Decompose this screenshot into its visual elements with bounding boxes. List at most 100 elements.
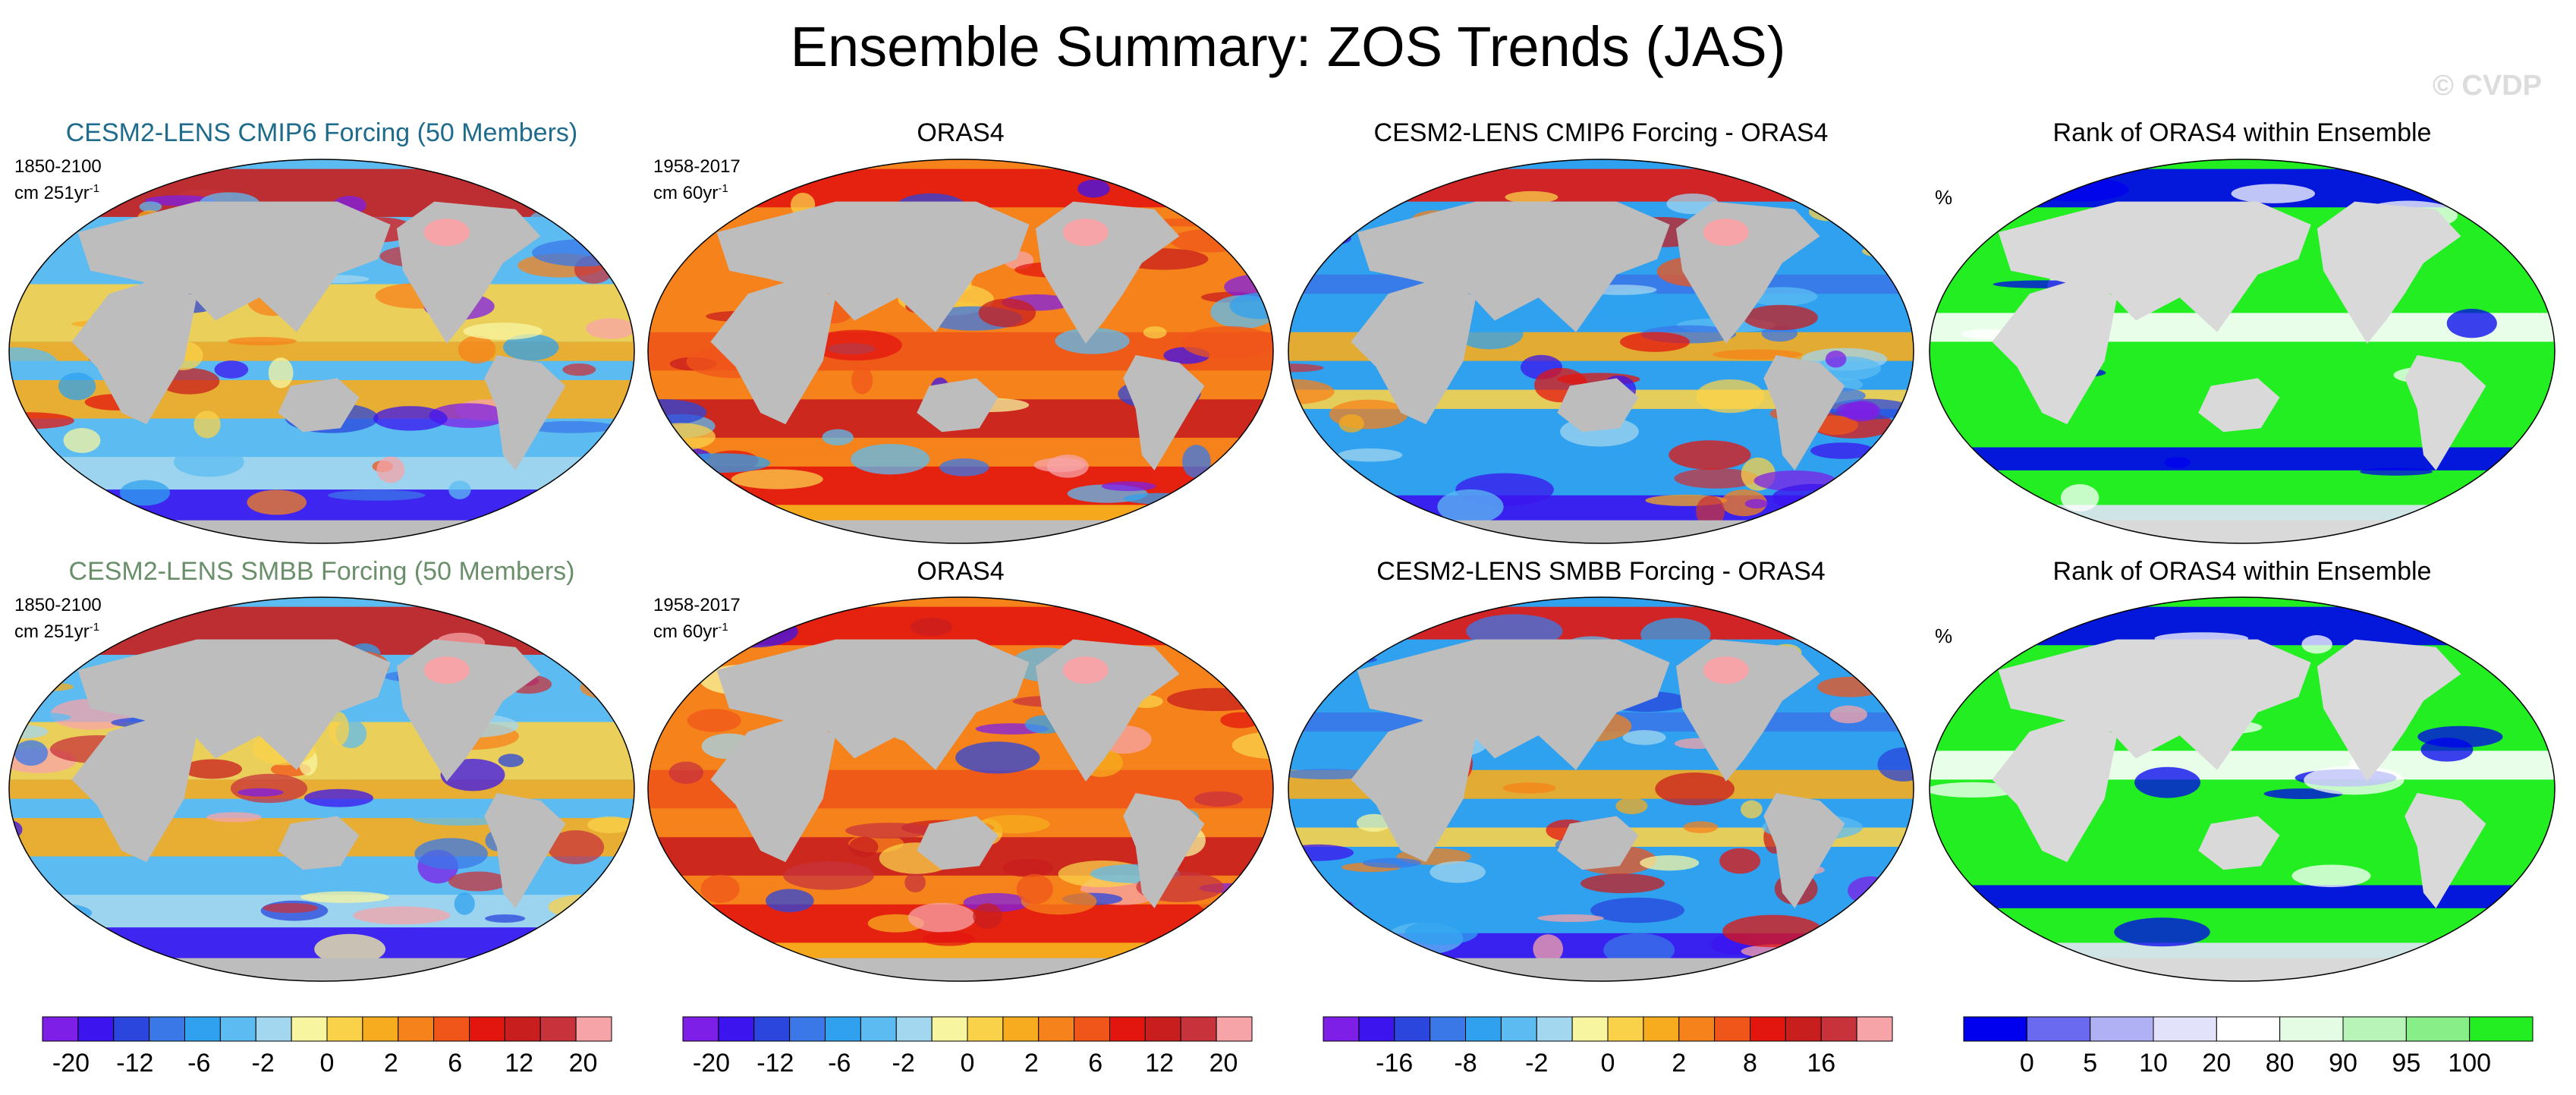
colorbar-tick-label: -2 — [252, 1049, 275, 1078]
figure-title: Ensemble Summary: ZOS Trends (JAS) — [790, 15, 1786, 78]
cvdp-watermark: © CVDP — [2432, 70, 2542, 102]
colorbar-tick-label: 6 — [1088, 1049, 1102, 1078]
panel-title: ORAS4 — [917, 118, 1005, 147]
panel-period-units: 1850-2100 cm 251yr-1 — [14, 594, 102, 643]
colorbar-tick-label: 2 — [1024, 1049, 1039, 1078]
colorbar-swatch — [1714, 1016, 1750, 1042]
colorbar-swatch — [1536, 1016, 1573, 1042]
colorbar-tick-label: 0 — [2020, 1049, 2034, 1078]
colorbar-tick-label: 20 — [569, 1049, 598, 1078]
panel-period-units: 1958-2017 cm 60yr-1 — [653, 594, 741, 643]
colorbar-3: -16 -8 -2 0 2 8 16 — [1323, 1016, 1893, 1078]
map-diff — [1288, 159, 1914, 544]
units-superscript: -1 — [718, 182, 728, 195]
panel-title: Rank of ORAS4 within Ensemble — [2052, 557, 2432, 586]
colorbar-swatch — [362, 1016, 399, 1042]
units-text: cm 251yr — [14, 183, 90, 203]
units-superscript: -1 — [89, 182, 100, 195]
colorbar-swatch — [753, 1016, 791, 1042]
colorbar-swatch — [575, 1016, 612, 1042]
colorbar-swatch — [1358, 1016, 1395, 1042]
colorbar-swatch — [219, 1016, 256, 1042]
colorbar-swatch — [2342, 1016, 2407, 1042]
units-text: cm 60yr — [653, 183, 719, 203]
colorbar-tick-label: -12 — [756, 1049, 794, 1078]
colorbar-tick-label: 5 — [2083, 1049, 2097, 1078]
colorbar-tick-label: 0 — [320, 1049, 335, 1078]
colorbar-tick-label: 8 — [1743, 1049, 1757, 1078]
colorbar-tick-label: -6 — [187, 1049, 210, 1078]
colorbar-swatch — [1074, 1016, 1110, 1042]
colorbar-4: 0 5 10 20 80 90 95 100 — [1963, 1016, 2534, 1078]
colorbar-swatch — [860, 1016, 897, 1042]
panel-title: CESM2-LENS CMIP6 Forcing - ORAS4 — [1373, 118, 1829, 147]
colorbar-swatch — [504, 1016, 541, 1042]
map-model — [8, 159, 635, 544]
colorbar-swatch — [1785, 1016, 1822, 1042]
map-rank — [1929, 596, 2556, 982]
colorbar-swatch — [1002, 1016, 1040, 1042]
colorbar-swatch — [2216, 1016, 2281, 1042]
colorbar-tick-label: -20 — [52, 1049, 90, 1078]
colorbar-tick-label: 0 — [1601, 1049, 1615, 1078]
colorbar-tick-label: 6 — [448, 1049, 462, 1078]
panel-period-units: 1958-2017 cm 60yr-1 — [653, 156, 741, 204]
colorbar-tick-label: 16 — [1807, 1049, 1835, 1078]
colorbar-1: -20 -12 -6 -2 0 2 6 12 20 — [42, 1016, 612, 1078]
colorbar-swatch — [539, 1016, 577, 1042]
map-obs — [647, 159, 1274, 544]
units-text: cm 251yr — [14, 621, 90, 642]
colorbar-swatch — [2405, 1016, 2471, 1042]
colorbar-swatch — [1820, 1016, 1857, 1042]
colorbar-swatch — [433, 1016, 470, 1042]
period-label: 1850-2100 — [14, 595, 102, 615]
colorbar-swatch — [291, 1016, 328, 1042]
colorbar-swatch — [326, 1016, 363, 1042]
colorbar-swatch — [895, 1016, 933, 1042]
panel-title: CESM2-LENS SMBB Forcing (50 Members) — [68, 557, 575, 586]
colorbar-swatch — [113, 1016, 150, 1042]
panel-title: Rank of ORAS4 within Ensemble — [2052, 118, 2432, 147]
colorbar-swatch — [398, 1016, 435, 1042]
colorbar-tick-label: -2 — [892, 1049, 915, 1078]
colorbar-swatch — [1430, 1016, 1466, 1042]
colorbar-tick-label: 12 — [1145, 1049, 1174, 1078]
colorbar-swatch — [184, 1016, 221, 1042]
colorbar-tick-label: 2 — [384, 1049, 398, 1078]
colorbar-2: -20 -12 -6 -2 0 2 6 12 20 — [682, 1016, 1253, 1078]
colorbar-swatch — [2153, 1016, 2217, 1042]
colorbar-swatch — [1038, 1016, 1075, 1042]
units-label: cm 60yr-1 — [653, 616, 741, 643]
colorbar-tick-label: -8 — [1454, 1049, 1477, 1078]
colorbar-swatch — [469, 1016, 505, 1042]
map-obs — [647, 596, 1274, 982]
colorbar-swatch — [1607, 1016, 1644, 1042]
colorbar-swatch — [2469, 1016, 2534, 1042]
colorbar-swatch — [789, 1016, 826, 1042]
period-label: 1850-2100 — [14, 156, 102, 177]
colorbar-tick-label: -6 — [828, 1049, 851, 1078]
colorbar-swatch — [1109, 1016, 1146, 1042]
panel-title: ORAS4 — [917, 557, 1005, 586]
colorbar-swatch — [1750, 1016, 1786, 1042]
map-rank — [1929, 159, 2556, 544]
colorbar-swatch — [2026, 1016, 2091, 1042]
panel-title: CESM2-LENS CMIP6 Forcing (50 Members) — [65, 118, 578, 147]
colorbar-tick-label: -2 — [1525, 1049, 1548, 1078]
colorbar-swatch — [1216, 1016, 1253, 1042]
colorbar-swatch — [42, 1016, 79, 1042]
panel-period-units: 1850-2100 cm 251yr-1 — [14, 156, 102, 204]
colorbar-swatch — [931, 1016, 968, 1042]
colorbar-swatch — [1963, 1016, 2027, 1042]
colorbar-swatch — [255, 1016, 292, 1042]
colorbar-swatch — [2279, 1016, 2344, 1042]
colorbar-swatch — [967, 1016, 1004, 1042]
units-label: cm 60yr-1 — [653, 178, 741, 204]
units-superscript: -1 — [718, 621, 728, 634]
colorbar-tick-label: 10 — [2139, 1049, 2168, 1078]
colorbar-swatch — [1643, 1016, 1680, 1042]
colorbar-swatch — [1323, 1016, 1360, 1042]
colorbar-tick-label: -16 — [1376, 1049, 1413, 1078]
units-percent-label: % — [1935, 625, 1953, 647]
colorbar-tick-label: 80 — [2266, 1049, 2294, 1078]
